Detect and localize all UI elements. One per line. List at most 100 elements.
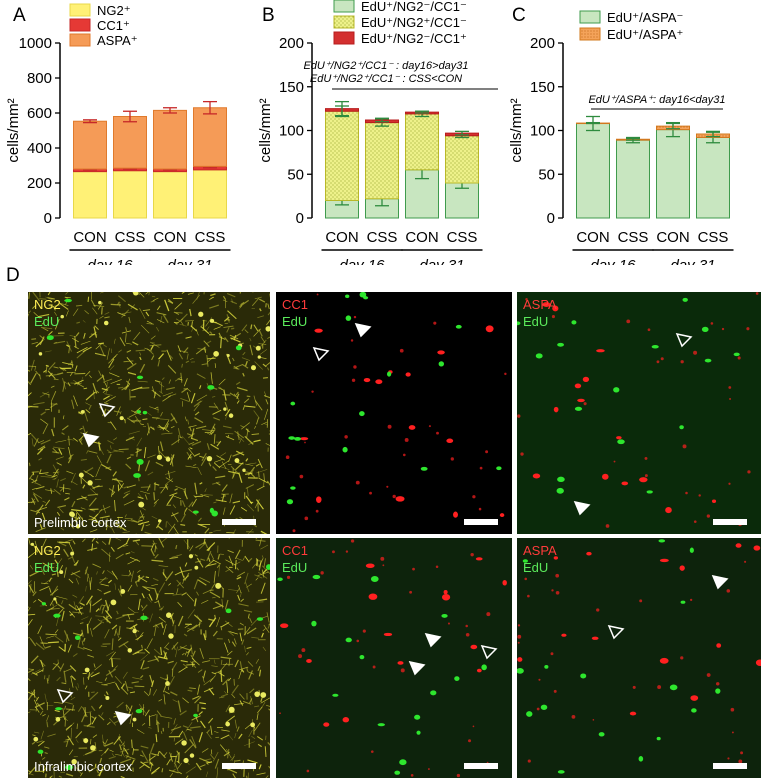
- ng2-process: [216, 564, 220, 569]
- ng2-process: [56, 479, 59, 488]
- red-cell: [561, 633, 567, 637]
- ng2-process: [46, 607, 54, 612]
- ng2-process: [171, 641, 179, 650]
- ng2-process: [52, 468, 59, 477]
- ng2-process: [244, 572, 249, 585]
- y-tick-label: 200: [530, 35, 555, 52]
- ng2-process: [158, 582, 166, 593]
- ng2-process: [168, 298, 174, 304]
- ng2-process: [234, 719, 238, 729]
- ng2-process: [100, 583, 109, 587]
- edu-nucleus: [286, 499, 294, 505]
- edu-nucleus: [416, 730, 421, 735]
- ng2-process: [108, 755, 116, 760]
- ng2-process: [139, 522, 144, 526]
- ng2-process: [153, 648, 162, 656]
- ng2-process: [64, 716, 67, 727]
- ng2-process: [166, 521, 173, 529]
- ng2-process: [59, 367, 65, 372]
- ng2-process: [82, 706, 88, 718]
- ng2-process: [202, 429, 214, 432]
- ng2-process: [203, 340, 210, 347]
- ng2-process: [112, 471, 117, 477]
- red-cell: [753, 545, 761, 551]
- ng2-process: [73, 395, 78, 407]
- ng2-process: [141, 644, 143, 649]
- ng2-process: [260, 544, 269, 550]
- ng2-process: [261, 632, 264, 638]
- ng2-process: [30, 359, 35, 371]
- ng2-process: [149, 406, 159, 411]
- ng2-process: [172, 699, 178, 703]
- red-speck: [525, 298, 528, 301]
- ng2-cell: [33, 736, 39, 742]
- ng2-process: [158, 450, 167, 460]
- ng2-process: [121, 742, 124, 747]
- ng2-process: [254, 361, 263, 370]
- ng2-process: [125, 538, 130, 545]
- ng2-process: [265, 399, 269, 405]
- ng2-process: [158, 383, 165, 388]
- edu-nucleus: [209, 507, 215, 514]
- ng2-process: [177, 582, 182, 587]
- ng2-process: [225, 704, 230, 713]
- ng2-process: [108, 538, 112, 545]
- ng2-process: [266, 319, 270, 326]
- bar-segment: [73, 171, 107, 219]
- ng2-process: [127, 519, 138, 523]
- panel-label-c: C: [512, 5, 526, 26]
- red-speck: [436, 431, 439, 435]
- ng2-process: [85, 391, 96, 401]
- ng2-process: [46, 635, 55, 639]
- ng2-process: [54, 559, 58, 564]
- ng2-process: [186, 728, 192, 731]
- ng2-process: [150, 426, 155, 431]
- ng2-process: [52, 477, 57, 480]
- red-cell: [553, 406, 559, 413]
- ng2-process: [206, 355, 209, 367]
- ng2-process: [113, 449, 124, 453]
- x-tick-label: CSS: [618, 229, 649, 246]
- ng2-process: [41, 512, 46, 521]
- ng2-process: [268, 623, 270, 626]
- ng2-process: [134, 648, 143, 654]
- ng2-process: [200, 558, 206, 561]
- red-cell: [577, 398, 585, 403]
- red-speck: [685, 491, 688, 495]
- ng2-process: [72, 594, 78, 598]
- ng2-process: [233, 638, 237, 645]
- ng2-process: [65, 724, 73, 731]
- ng2-process: [58, 541, 71, 544]
- legend-label: CC1⁺: [97, 18, 130, 33]
- ng2-process: [40, 730, 44, 740]
- scale-bar: [713, 519, 747, 525]
- ng2-process: [106, 449, 112, 454]
- red-speck: [472, 725, 475, 728]
- ng2-process: [51, 764, 57, 769]
- ng2-process: [104, 747, 109, 754]
- ng2-process: [181, 592, 187, 596]
- ng2-process: [98, 342, 104, 345]
- bar-segment: [193, 169, 227, 219]
- ng2-process: [152, 417, 160, 419]
- ng2-process: [209, 304, 220, 309]
- ng2-process: [86, 671, 94, 679]
- ng2-process: [126, 627, 133, 630]
- legend-swatch: [69, 33, 91, 47]
- ng2-process: [159, 441, 164, 452]
- ng2-process: [241, 422, 250, 430]
- ng2-process: [128, 573, 131, 577]
- micro-label-edu: EdU: [282, 560, 308, 575]
- legend-label: EdU⁺/NG2⁻/CC1⁻: [361, 0, 467, 14]
- ng2-process: [122, 493, 129, 499]
- ng2-process: [251, 469, 254, 473]
- ng2-process: [33, 493, 39, 503]
- ng2-process: [200, 456, 208, 467]
- ng2-process: [185, 360, 190, 363]
- ng2-process: [188, 441, 195, 445]
- ng2-process: [36, 448, 44, 455]
- ng2-process: [47, 563, 55, 565]
- ng2-process: [139, 363, 146, 373]
- ng2-process: [163, 642, 170, 649]
